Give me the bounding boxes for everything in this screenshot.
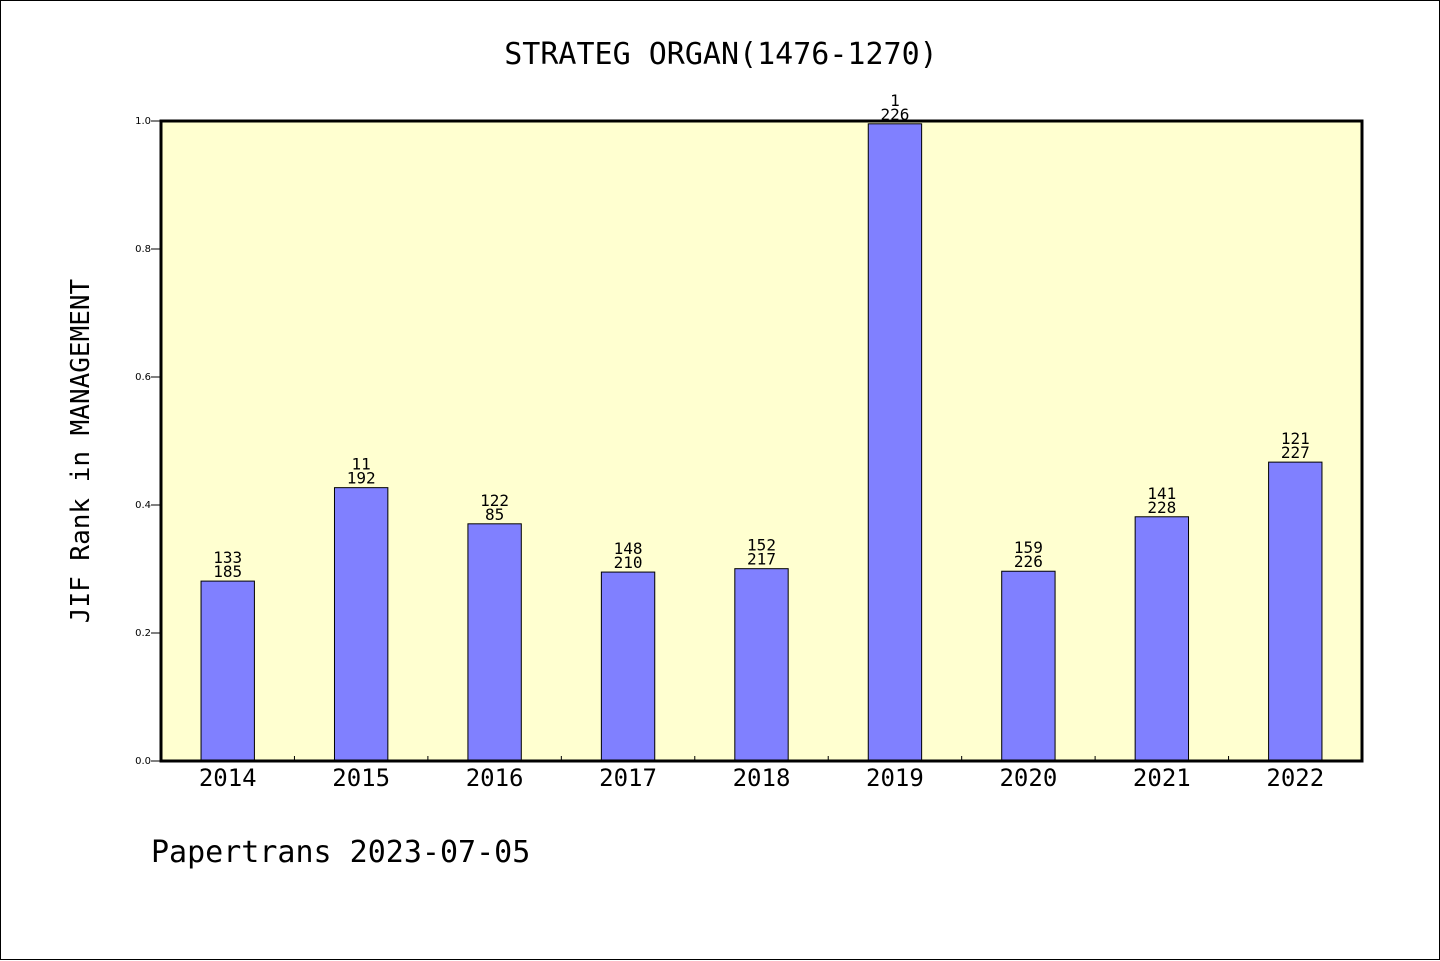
bar-total-label: 227 — [1281, 443, 1310, 462]
x-tick-label: 2020 — [999, 764, 1057, 792]
y-tick-label: 0.0 — [135, 756, 151, 767]
bar — [1268, 461, 1323, 762]
bar-rank-label: 122 — [480, 491, 509, 510]
x-tick-label: 2014 — [199, 764, 257, 792]
x-tick-label: 2015 — [332, 764, 390, 792]
bar — [333, 487, 389, 762]
x-tick-label: 2016 — [466, 764, 524, 792]
x-axis: 2014 2015 2016 2017 2018 2019 2020 2021 2022 — [199, 756, 1324, 792]
bar-total-label: 85 — [485, 505, 504, 524]
plot-frame — [159, 119, 1364, 763]
bar-total-label: 185 — [213, 562, 242, 581]
bar-rank-label: 121 — [1281, 429, 1310, 448]
x-tick-label: 2017 — [599, 764, 657, 792]
bar-total-label: 226 — [880, 105, 909, 124]
y-tick-label: 1.0 — [135, 116, 151, 127]
y-tick-label: 0.8 — [135, 244, 151, 255]
y-axis: 0.0 0.2 0.4 0.6 0.8 1.0 — [135, 116, 161, 767]
x-tick-label: 2022 — [1266, 764, 1324, 792]
bar-total-label: 226 — [1014, 552, 1043, 571]
bar-total-label: 217 — [747, 550, 776, 569]
bar-labels: 1331851119212285148210152217122615922614… — [213, 91, 1309, 581]
bar-rank-label: 148 — [614, 539, 643, 558]
chart-title: STRATEG ORGAN(1476-1270) — [504, 37, 938, 72]
y-tick-label: 0.6 — [135, 372, 151, 383]
bar — [600, 571, 656, 762]
bar — [200, 580, 255, 762]
bar — [467, 523, 522, 762]
x-tick-label: 2019 — [866, 764, 924, 792]
bar — [1001, 570, 1056, 762]
bar-total-label: 192 — [347, 469, 376, 488]
bar-rank-label: 141 — [1147, 484, 1176, 503]
bar-total-label: 210 — [614, 553, 643, 572]
bars — [200, 123, 1323, 762]
bar — [867, 123, 923, 762]
y-tick-label: 0.4 — [135, 500, 151, 511]
x-tick-label: 2021 — [1133, 764, 1191, 792]
bar-rank-label: 11 — [352, 455, 371, 474]
x-tick-label: 2018 — [733, 764, 791, 792]
footer-text: Papertrans 2023-07-05 — [151, 835, 531, 870]
y-tick-label: 0.2 — [135, 628, 151, 639]
bar — [1134, 516, 1190, 762]
bar-total-label: 228 — [1147, 498, 1176, 517]
bar — [734, 568, 789, 762]
bar-rank-label: 159 — [1014, 538, 1043, 557]
bar-rank-label: 1 — [890, 91, 900, 110]
bar-rank-label: 133 — [213, 548, 242, 567]
bar-rank-label: 152 — [747, 536, 776, 555]
